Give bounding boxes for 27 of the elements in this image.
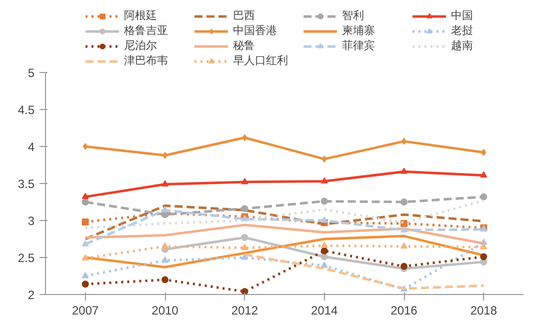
legend-label: 秘鲁 bbox=[233, 38, 256, 53]
legend-label: 阿根廷 bbox=[124, 8, 158, 23]
legend-label: 中国香港 bbox=[233, 23, 278, 38]
legend-label: 智利 bbox=[342, 8, 365, 23]
x-tick-label: 2018 bbox=[470, 304, 498, 318]
legend-label: 越南 bbox=[451, 38, 474, 53]
legend-label: 老挝 bbox=[451, 23, 474, 38]
x-tick-label: 2007 bbox=[72, 304, 100, 318]
legend-label: 巴西 bbox=[233, 8, 256, 23]
legend-label: 早人口红利 bbox=[233, 53, 289, 68]
legend-label: 中国 bbox=[451, 8, 474, 23]
x-tick-label: 2010 bbox=[152, 304, 179, 318]
legend-label: 格鲁吉亚 bbox=[124, 23, 169, 38]
y-tick-label: 3.5 bbox=[18, 177, 35, 191]
x-tick-label: 2012 bbox=[231, 304, 258, 318]
legend-label: 尼泊尔 bbox=[124, 38, 158, 53]
legend-label: 柬埔寨 bbox=[342, 23, 376, 38]
x-tick-label: 2014 bbox=[310, 304, 338, 318]
y-tick-label: 4.5 bbox=[18, 103, 35, 117]
x-tick-label: 2016 bbox=[390, 304, 418, 318]
y-tick-label: 2 bbox=[28, 288, 35, 302]
legend-label: 津巴布韦 bbox=[124, 53, 169, 68]
y-tick-label: 2.5 bbox=[18, 251, 35, 265]
y-tick-label: 4 bbox=[28, 140, 35, 154]
y-tick-label: 3 bbox=[28, 214, 35, 228]
y-tick-label: 5 bbox=[28, 66, 35, 80]
legend-label: 菲律宾 bbox=[342, 38, 376, 53]
